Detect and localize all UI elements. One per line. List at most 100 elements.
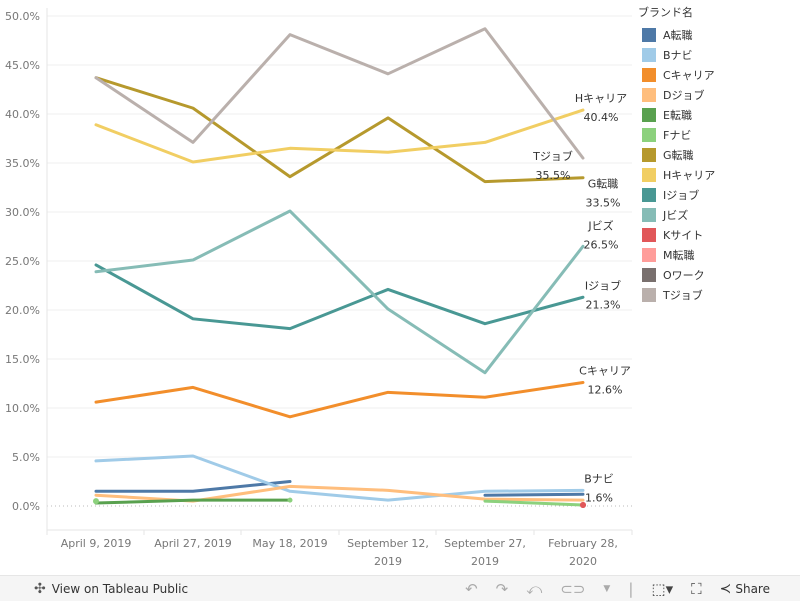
series-line-Cキャリア [94, 381, 585, 419]
redo-icon[interactable]: ↷ [495, 579, 509, 598]
x-tick-label: September 12, [347, 537, 429, 550]
legend-item[interactable]: G転職 [638, 145, 798, 165]
line-chart: 0.0% 5.0% 10.0% 15.0% 20.0% 25.0% 30.0% 35.0% 40… [5, 8, 633, 568]
x-tick-label: 2019 [471, 555, 499, 568]
legend-item[interactable]: Fナビ [638, 125, 798, 145]
data-point-E転職 [287, 497, 293, 503]
legend-swatch [642, 268, 656, 282]
legend-swatch [642, 148, 656, 162]
end-label-name: G転職 [588, 178, 619, 191]
end-label-value: 21.3% [586, 298, 621, 311]
x-tick-label: February 28, [548, 537, 618, 550]
legend-label: A転職 [663, 29, 693, 42]
series-line-G転職 [94, 76, 585, 184]
series-line-E転職 [94, 498, 292, 505]
legend-item[interactable]: M転職 [638, 245, 798, 265]
revert-icon[interactable]: ⤺ [526, 579, 543, 598]
dropdown-arrow-icon[interactable]: ▼ [603, 583, 611, 594]
y-tick-label: 0.0% [12, 500, 40, 513]
end-label-value: 1.6% [585, 491, 613, 504]
legend: ブランド名 A転職 Bナビ Cキャリア Dジョブ E転職 Fナビ G転職 Hキャリア Iジョブ J… [638, 4, 798, 305]
legend-swatch [642, 248, 656, 262]
y-tick-label: 5.0% [12, 451, 40, 464]
y-tick-label: 10.0% [5, 402, 40, 415]
legend-swatch [642, 288, 656, 302]
legend-label: G転職 [663, 149, 694, 162]
download-icon[interactable]: ⬚▾ [651, 579, 674, 598]
legend-label: Iジョブ [663, 189, 700, 202]
legend-label: Bナビ [663, 49, 693, 62]
legend-label: Oワーク [663, 269, 705, 282]
share-label: Share [735, 581, 770, 596]
legend-swatch [642, 28, 656, 42]
y-tick-label: 35.0% [5, 157, 40, 170]
data-point-Fナビ [93, 498, 99, 505]
legend-swatch [642, 168, 656, 182]
legend-swatch [642, 128, 656, 142]
x-tick-label: April 27, 2019 [154, 537, 232, 550]
x-tick-label: 2020 [569, 555, 597, 568]
end-label-name: Hキャリア [575, 92, 627, 105]
series-line-Fナビ [483, 499, 585, 507]
legend-label: Jビズ [663, 209, 689, 222]
legend-item[interactable]: Tジョブ [638, 285, 798, 305]
share-button[interactable]: ≺ Share [720, 581, 770, 597]
series-line-Bナビ [94, 454, 585, 502]
legend-swatch [642, 68, 656, 82]
series-line-Iジョブ [94, 263, 585, 331]
legend-item[interactable]: E転職 [638, 105, 798, 125]
legend-item[interactable]: Oワーク [638, 265, 798, 285]
y-tick-label: 20.0% [5, 304, 40, 317]
legend-label: M転職 [663, 249, 695, 262]
undo-icon[interactable]: ↶ [465, 579, 478, 598]
view-on-tableau-link[interactable]: ✣ View on Tableau Public [34, 581, 188, 597]
legend-label: Fナビ [663, 129, 692, 142]
legend-item[interactable]: Kサイト [638, 225, 798, 245]
end-label-value: 12.6% [588, 384, 623, 397]
legend-item[interactable]: Iジョブ [638, 185, 798, 205]
legend-item[interactable]: Bナビ [638, 45, 798, 65]
share-icon: ≺ [719, 580, 732, 597]
fullscreen-icon[interactable]: ⛶ [691, 579, 702, 598]
end-label-name: Jビズ [587, 218, 613, 232]
y-tick-label: 40.0% [5, 108, 40, 121]
y-tick-label: 25.0% [5, 255, 40, 268]
refresh-icon[interactable]: ⊂⊃ [560, 579, 586, 598]
y-tick-label: 50.0% [5, 10, 40, 23]
legend-label: E転職 [663, 109, 692, 122]
y-tick-label: 15.0% [5, 353, 40, 366]
legend-title: ブランド名 [638, 6, 693, 19]
legend-item[interactable]: Cキャリア [638, 65, 798, 85]
series-line-A転職 [94, 480, 292, 493]
x-tick-label: September 27, [444, 537, 526, 550]
tableau-logo-icon: ✣ [34, 580, 46, 597]
legend-label: Dジョブ [663, 89, 705, 102]
legend-swatch [642, 228, 656, 242]
y-tick-label: 45.0% [5, 59, 40, 72]
series-line-A転職 [483, 492, 585, 497]
series-line-Hキャリア [94, 108, 585, 164]
legend-label: Hキャリア [663, 169, 716, 182]
x-tick-label: 2019 [374, 555, 402, 568]
series-line-Tジョブ [94, 27, 585, 160]
end-label-name: Bナビ [584, 472, 614, 485]
legend-label: Tジョブ [663, 289, 703, 302]
legend-item[interactable]: A転職 [638, 25, 798, 45]
end-label-value: 40.4% [584, 111, 619, 124]
data-point-Kサイト [580, 502, 586, 509]
end-label-name: Tジョブ [532, 149, 573, 163]
legend-item[interactable]: Dジョブ [638, 85, 798, 105]
x-tick-label: May 18, 2019 [252, 537, 327, 550]
y-tick-label: 30.0% [5, 206, 40, 219]
legend-swatch [642, 208, 656, 222]
legend-item[interactable]: Jビズ [638, 205, 798, 225]
x-tick-label: April 9, 2019 [61, 537, 132, 550]
legend-swatch [642, 48, 656, 62]
separator: | [628, 579, 634, 598]
footer-toolbar: ✣ View on Tableau Public ↶ ↷ ⤺ ⊂⊃ ▼ | ⬚▾… [0, 575, 800, 601]
legend-item[interactable]: Hキャリア [638, 165, 798, 185]
legend-swatch [642, 188, 656, 202]
end-label-value: 26.5% [584, 238, 619, 251]
end-label-name: Iジョブ [585, 278, 621, 292]
end-label-name: Cキャリア [579, 365, 631, 378]
